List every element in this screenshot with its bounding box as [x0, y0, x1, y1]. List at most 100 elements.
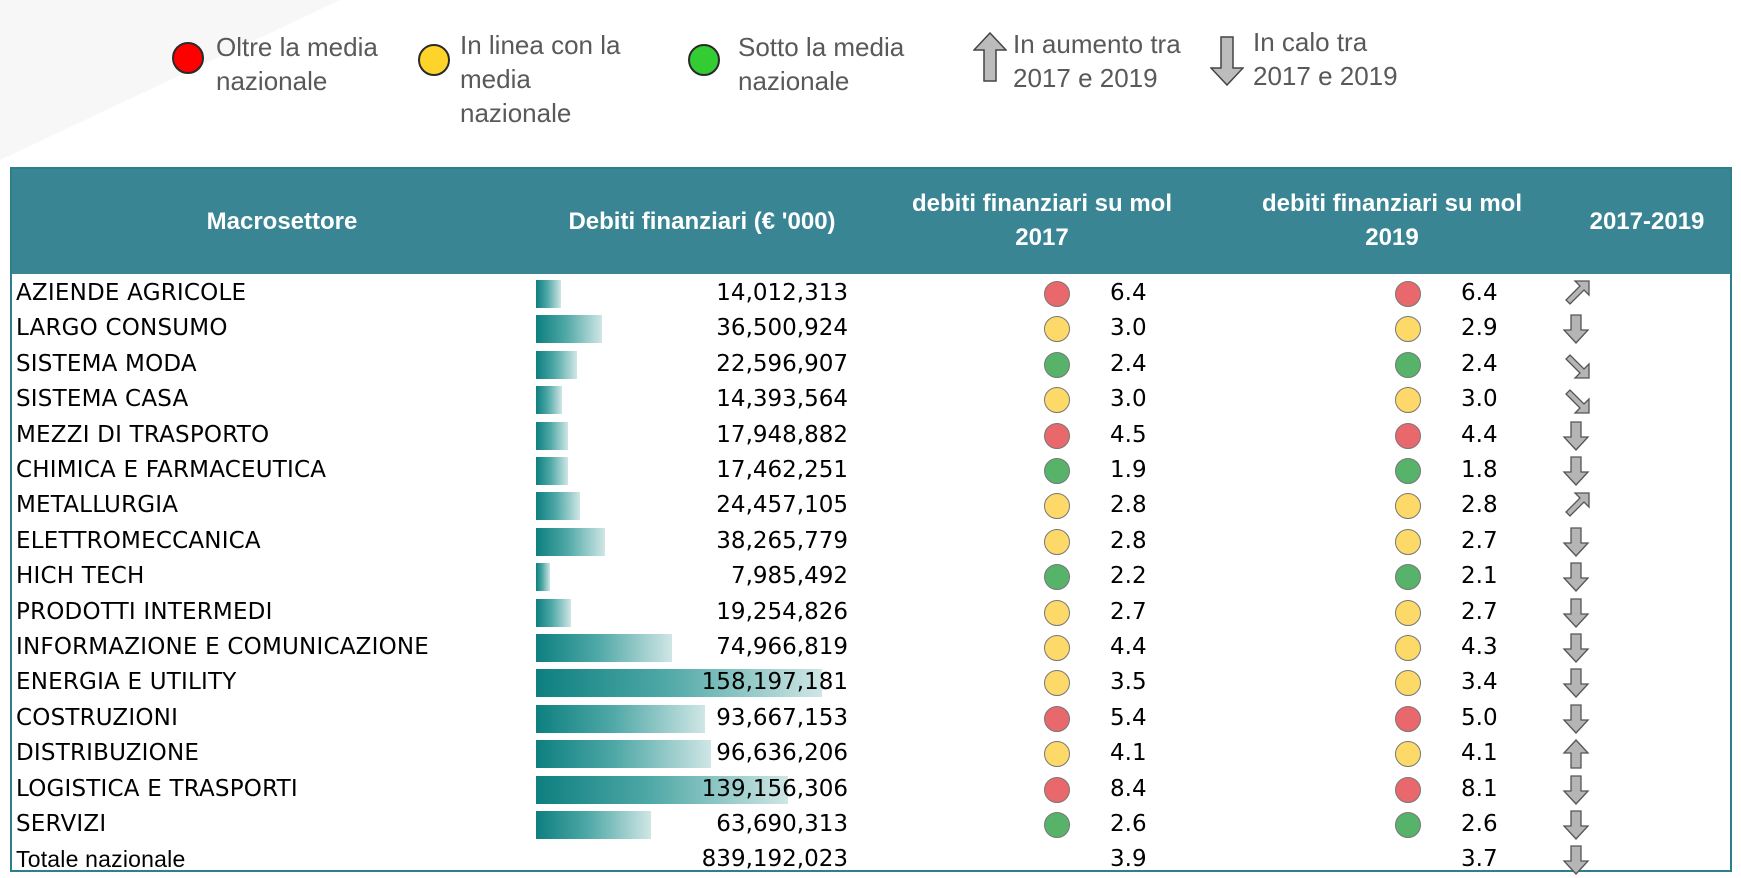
sector-name: PRODOTTI INTERMEDI	[16, 598, 273, 625]
sector-table: Macrosettore Debiti finanziari (€ '000) …	[10, 167, 1732, 876]
ratio-2017-status-dot-icon	[1044, 635, 1070, 661]
table-row: DISTRIBUZIONE 96,636,206 4.1 4.1	[12, 736, 1730, 771]
table-row: MEZZI DI TRASPORTO 17,948,882 4.5 4.4	[12, 418, 1730, 453]
trend-up-arrow-icon	[1562, 739, 1590, 769]
trend-up-right-arrow-icon	[1565, 492, 1590, 518]
ratio-2019-value: 4.1	[1461, 740, 1498, 767]
ratio-2019-status-dot-icon	[1395, 351, 1421, 378]
debt-value: 24,457,105	[716, 492, 848, 519]
sector-name: SERVIZI	[16, 811, 107, 837]
sector-name: SISTEMA CASA	[16, 386, 189, 413]
total-ratio-2017: 3.9	[1110, 846, 1147, 873]
debt-bar	[536, 280, 562, 308]
ratio-2017-value: 5.4	[1110, 704, 1147, 731]
ratio-2017-status-dot-icon	[1044, 387, 1070, 414]
ratio-2017-value: 1.9	[1110, 457, 1147, 483]
ratio-2017-value: 2.4	[1110, 350, 1147, 377]
total-name: Totale nazionale	[16, 846, 186, 873]
debt-bar	[536, 634, 672, 662]
ratio-2019-value: 5.0	[1461, 704, 1498, 731]
debt-bar	[536, 421, 569, 450]
total-row: Totale nazionale 839,192,023 3.9 3.7	[12, 842, 1730, 877]
ratio-2019-value: 1.8	[1461, 457, 1498, 483]
ratio-2019-status-dot-icon	[1395, 564, 1421, 591]
ratio-2019-status-dot-icon	[1395, 635, 1421, 661]
header-ratio-2019: debiti finanziari su mol 2019	[1261, 190, 1523, 251]
ratio-2019-status-dot-icon	[1395, 387, 1421, 414]
header-ratio-2017: debiti finanziari su mol 2017	[911, 190, 1173, 251]
ratio-2019-status-dot-icon	[1395, 528, 1421, 555]
table-row: ENERGIA E UTILITY 158,197,181 3.5 3.4	[12, 665, 1730, 700]
sector-name: LARGO CONSUMO	[16, 315, 228, 342]
table-row: SISTEMA CASA 14,393,564 3.0 3.0	[12, 382, 1730, 417]
ratio-2017-value: 2.6	[1110, 811, 1147, 837]
table-row: SERVIZI 63,690,313 2.6 2.6	[12, 807, 1730, 842]
debt-value: 22,596,907	[716, 350, 848, 377]
ratio-2017-value: 4.1	[1110, 740, 1147, 767]
sector-name: DISTRIBUZIONE	[16, 740, 200, 767]
table-row: AZIENDE AGRICOLE 14,012,313 6.4 6.4	[12, 276, 1730, 311]
table-row: ELETTROMECCANICA 38,265,779 2.8 2.7	[12, 524, 1730, 559]
sector-name: COSTRUZIONI	[16, 704, 179, 731]
table-row: INFORMAZIONE E COMUNICAZIONE 74,966,819 4.…	[12, 630, 1730, 665]
background-decoration	[0, 0, 340, 160]
ratio-2019-value: 2.7	[1461, 527, 1498, 554]
trend-down-arrow-icon	[1562, 774, 1590, 805]
legend-inline-label: In linea con la media nazionale	[460, 30, 621, 128]
total-ratio-2019: 3.7	[1461, 846, 1498, 873]
legend-above-label: Oltre la media nazionale	[216, 32, 378, 96]
sector-name: SISTEMA MODA	[16, 350, 197, 377]
ratio-2019-value: 2.7	[1461, 598, 1498, 625]
ratio-2019-status-dot-icon	[1395, 458, 1421, 484]
sector-name: ELETTROMECCANICA	[16, 527, 261, 554]
arrow-down-icon	[1210, 36, 1244, 86]
table-header: Macrosettore Debiti finanziari (€ '000) …	[12, 169, 1730, 274]
ratio-2017-status-dot-icon	[1044, 493, 1070, 520]
debt-value: 63,690,313	[716, 811, 848, 837]
trend-down-arrow-icon	[1562, 597, 1590, 628]
table-row: CHIMICA E FARMACEUTICA 17,462,251 1.9 1.8	[12, 453, 1730, 488]
debt-value: 17,948,882	[716, 421, 848, 448]
debt-value: 19,254,826	[716, 598, 848, 625]
debt-bar	[536, 811, 652, 839]
debt-value: 38,265,779	[716, 527, 848, 554]
ratio-2017-status-dot-icon	[1044, 316, 1070, 343]
ratio-2019-value: 4.3	[1461, 634, 1498, 660]
debt-bar	[536, 775, 788, 804]
ratio-2019-value: 3.4	[1461, 669, 1498, 696]
sector-name: ENERGIA E UTILITY	[16, 669, 237, 696]
header-debiti: Debiti finanziari (€ '000)	[568, 208, 836, 235]
debt-bar	[536, 492, 581, 521]
ratio-2019-status-dot-icon	[1395, 670, 1421, 697]
debt-bar	[536, 598, 571, 627]
trend-down-arrow-icon	[1562, 562, 1590, 593]
sector-name: METALLURGIA	[16, 492, 179, 519]
table-row: METALLURGIA 24,457,105 2.8 2.8	[12, 488, 1730, 523]
ratio-2017-status-dot-icon	[1044, 670, 1070, 697]
ratio-2017-value: 2.8	[1110, 527, 1147, 554]
ratio-2017-status-dot-icon	[1044, 351, 1070, 378]
trend-down-arrow-icon	[1562, 668, 1590, 699]
ratio-2017-status-dot-icon	[1044, 599, 1070, 626]
ratio-2019-value: 6.4	[1461, 280, 1498, 306]
trend-down-arrow-icon	[1562, 633, 1590, 663]
legend-below: Sotto la media nazionale	[738, 30, 904, 98]
trend-down-arrow-icon	[1562, 456, 1590, 486]
sector-name: MEZZI DI TRASPORTO	[16, 421, 270, 448]
debt-value: 14,393,564	[716, 386, 848, 413]
debt-value: 14,012,313	[716, 280, 848, 306]
trend-down-right-arrow-icon	[1565, 389, 1590, 414]
total-debt-value: 839,192,023	[701, 846, 848, 873]
trend-down-arrow-icon	[1562, 527, 1590, 557]
trend-down-right-arrow-icon	[1565, 353, 1590, 379]
ratio-2017-value: 2.2	[1110, 563, 1147, 590]
ratio-2017-status-dot-icon	[1044, 776, 1070, 803]
arrow-up-icon	[973, 32, 1007, 82]
legend-green-dot-icon	[688, 44, 720, 76]
trend-down-arrow-icon	[1562, 845, 1590, 876]
legend-down: In calo tra 2017 e 2019	[1253, 25, 1398, 93]
sector-name: LOGISTICA E TRASPORTI	[16, 775, 298, 802]
ratio-2019-status-dot-icon	[1395, 741, 1421, 768]
debt-bar	[536, 527, 606, 556]
debt-bar	[536, 350, 577, 379]
